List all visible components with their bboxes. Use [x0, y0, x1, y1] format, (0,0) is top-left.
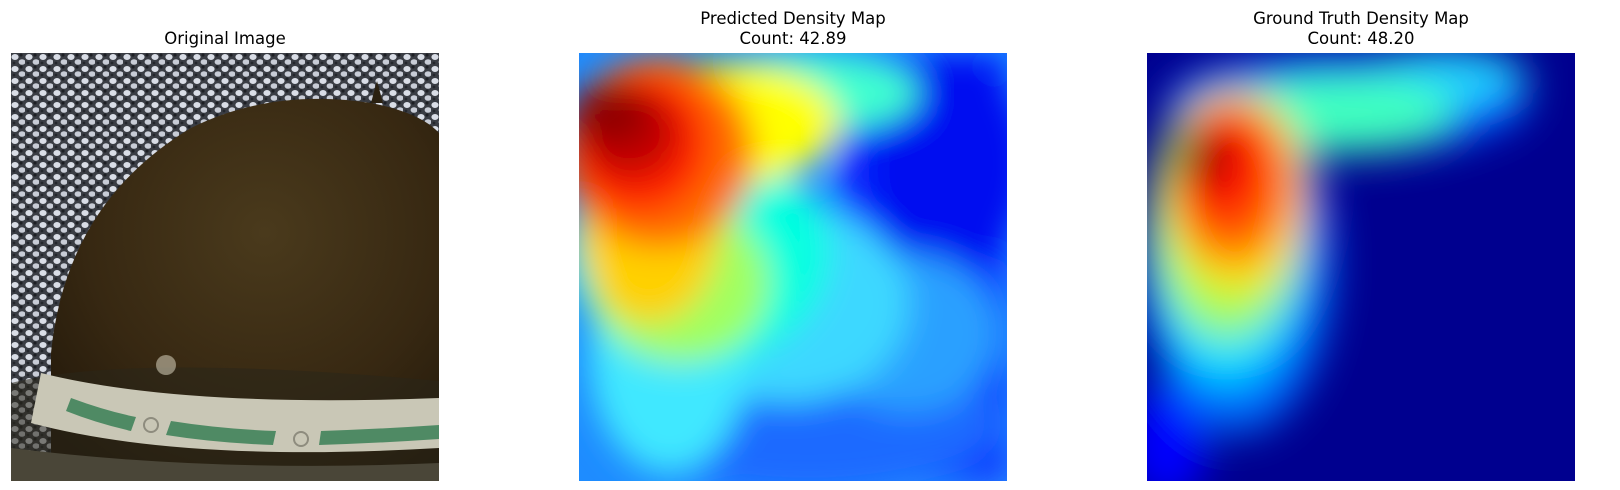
ground-truth-density-map	[1147, 53, 1575, 481]
predicted-density-map	[579, 53, 1007, 481]
panel-ground-truth: Ground Truth Density Map Count: 48.20	[1147, 0, 1575, 490]
panel-title: Original Image	[164, 29, 286, 48]
original-image	[11, 53, 439, 481]
count-label: Count: 48.20	[1307, 29, 1415, 48]
panel-title: Ground Truth Density Map	[1253, 9, 1469, 28]
count-label: Count: 42.89	[739, 29, 847, 48]
panel-predicted: Predicted Density Map Count: 42.89	[579, 0, 1007, 490]
panel-title: Predicted Density Map	[700, 9, 886, 28]
panel-original: Original Image	[11, 0, 439, 490]
